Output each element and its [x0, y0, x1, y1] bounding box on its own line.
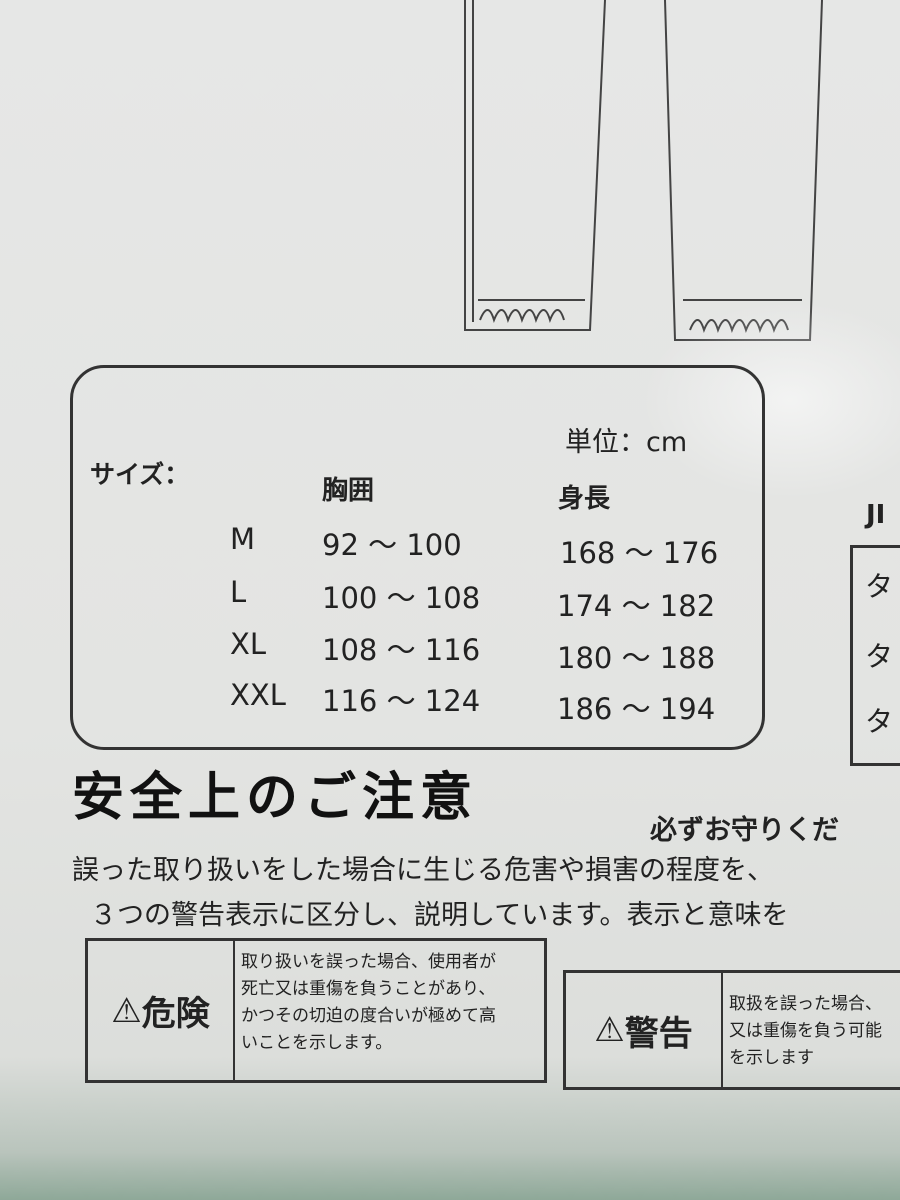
- height-header: 身長: [558, 484, 611, 514]
- safety-heading: 安全上のご注意: [72, 768, 479, 828]
- size-label: サイズ：: [90, 460, 190, 489]
- chest-header: 胸囲: [322, 476, 375, 506]
- text-line: かつその切迫の度合いが極めて高: [241, 1006, 496, 1026]
- size-xl: XL: [230, 627, 267, 661]
- jis-row: タ: [865, 570, 894, 603]
- warning-box: ⚠ 警告 取扱を誤った場合、 又は重傷を負う可能 を示します: [563, 970, 900, 1090]
- size-chart-box: [70, 365, 765, 750]
- intro-line: ３つの警告表示に区分し、説明しています。表示と意味を: [90, 900, 789, 931]
- warning-label: 警告: [624, 1013, 693, 1054]
- text-line: 死亡又は重傷を負うことがあり、: [241, 979, 496, 999]
- warning-triangle-icon: ⚠: [111, 990, 142, 1031]
- chest-m: 92 ～ 100: [322, 528, 462, 562]
- text-line: を示します: [729, 1048, 814, 1068]
- warning-label-cell: ⚠ 警告: [566, 973, 723, 1087]
- text-line: 又は重傷を負う可能: [729, 1021, 882, 1041]
- danger-text: 取り扱いを誤った場合、使用者が 死亡又は重傷を負うことがあり、 かつその切迫の度…: [235, 941, 502, 1080]
- jis-row: タ: [865, 640, 894, 673]
- jis-label: JI: [866, 500, 886, 530]
- chest-xl: 108 ～ 116: [322, 633, 481, 667]
- danger-label-cell: ⚠ 危険: [88, 941, 235, 1080]
- safety-subheading: 必ずお守りくだ: [650, 815, 839, 846]
- danger-label: 危険: [141, 994, 210, 1034]
- height-xl: 180 ～ 188: [557, 641, 716, 675]
- chest-xxl: 116 ～ 124: [322, 684, 481, 718]
- height-xxl: 186 ～ 194: [557, 692, 716, 726]
- text-line: 取り扱いを誤った場合、使用者が: [241, 952, 496, 972]
- intro-line: 誤った取り扱いをした場合に生じる危害や損害の程度を、: [72, 855, 774, 886]
- size-m: M: [230, 522, 256, 556]
- size-l: L: [230, 575, 247, 609]
- jis-box: [850, 545, 900, 766]
- text-line: いことを示します。: [241, 1033, 393, 1053]
- unit-label: 単位：cm: [565, 427, 688, 458]
- height-m: 168 ～ 176: [560, 536, 719, 570]
- jis-row: タ: [865, 705, 894, 738]
- text-line: 取扱を誤った場合、: [729, 994, 882, 1014]
- height-l: 174 ～ 182: [557, 589, 716, 623]
- danger-box: ⚠ 危険 取り扱いを誤った場合、使用者が 死亡又は重傷を負うことがあり、 かつそ…: [85, 938, 547, 1083]
- size-xxl: XXL: [230, 678, 286, 712]
- chest-l: 100 ～ 108: [322, 581, 481, 615]
- plastic-glare: [640, 300, 900, 500]
- warning-triangle-icon: ⚠: [594, 1010, 625, 1050]
- warning-text: 取扱を誤った場合、 又は重傷を負う可能 を示します: [723, 973, 888, 1087]
